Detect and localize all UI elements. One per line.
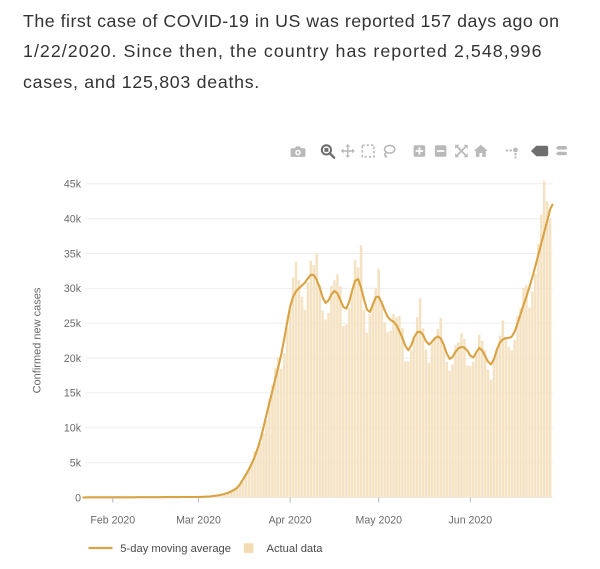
svg-text:Actual data: Actual data [267, 543, 324, 555]
svg-text:5k: 5k [70, 457, 82, 469]
svg-text:Apr 2020: Apr 2020 [269, 515, 312, 527]
svg-text:May 2020: May 2020 [356, 515, 403, 527]
svg-text:5-day moving average: 5-day moving average [120, 543, 231, 555]
svg-text:10k: 10k [64, 423, 82, 435]
svg-text:0: 0 [75, 492, 81, 504]
svg-text:20k: 20k [64, 353, 82, 365]
svg-text:30k: 30k [64, 283, 82, 295]
svg-text:15k: 15k [64, 388, 82, 400]
svg-text:45k: 45k [64, 179, 82, 191]
svg-text:Feb 2020: Feb 2020 [90, 515, 135, 527]
svg-text:35k: 35k [64, 248, 82, 260]
svg-text:40k: 40k [64, 214, 82, 226]
svg-text:Jun 2020: Jun 2020 [449, 515, 493, 527]
svg-text:25k: 25k [64, 318, 82, 330]
svg-text:Mar 2020: Mar 2020 [176, 515, 221, 527]
svg-text:Confirmed new cases: Confirmed new cases [32, 287, 44, 393]
